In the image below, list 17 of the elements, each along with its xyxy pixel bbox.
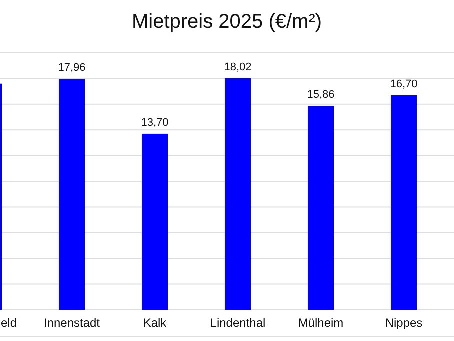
data-label: 17,96 bbox=[58, 62, 86, 74]
bar bbox=[225, 78, 251, 310]
bar bbox=[59, 79, 85, 310]
bar bbox=[142, 134, 168, 310]
data-label: 18,02 bbox=[224, 61, 252, 74]
data-label: 13,70 bbox=[141, 116, 169, 129]
x-tick-label: Kalk bbox=[143, 316, 168, 330]
bar bbox=[308, 106, 334, 310]
bar bbox=[391, 95, 417, 310]
x-tick-label: Lindenthal bbox=[210, 316, 266, 330]
x-tick-label: eld bbox=[1, 316, 18, 330]
x-tick-label: Innenstadt bbox=[44, 316, 101, 330]
data-label: 16,70 bbox=[390, 78, 418, 90]
data-label: 15,86 bbox=[307, 89, 335, 102]
chart-title: Mietpreis 2025 (€/m²) bbox=[132, 11, 322, 33]
x-tick-label: Nippes bbox=[385, 316, 423, 330]
x-tick-label: Mülheim bbox=[298, 316, 344, 330]
